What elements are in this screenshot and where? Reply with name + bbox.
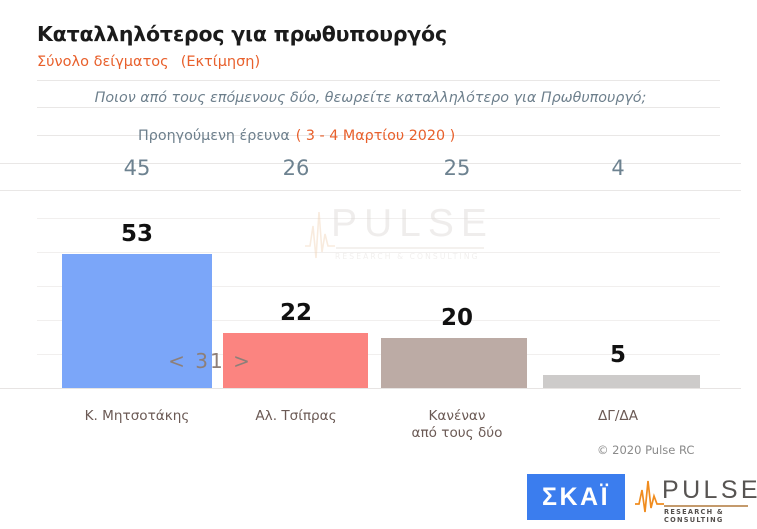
bar[interactable] (223, 333, 368, 388)
bar-value-label: 5 (609, 342, 626, 368)
previous-value: 4 (611, 156, 625, 180)
previous-survey-text: Προηγούμενη έρευνα (138, 128, 290, 144)
watermark-tagline: RESEARCH & CONSULTING (335, 252, 480, 261)
pulse-logo-rule (664, 505, 748, 507)
skai-logo: ΣΚΑΪ (527, 474, 625, 520)
divider-1 (37, 80, 720, 81)
subtitle-sample: Σύνολο δείγματος (37, 54, 169, 70)
watermark-rule (336, 247, 484, 249)
previous-value: 45 (123, 156, 151, 180)
pulse-logo: PULSE RESEARCH & CONSULTING (634, 474, 757, 524)
category-label: Αλ. Τσίπρας (211, 408, 381, 425)
pulse-wave-icon (305, 211, 335, 259)
category-label-line: ΔΓ/ΔΑ (597, 408, 639, 424)
previous-value: 26 (282, 156, 310, 180)
subtitle-estimate: (Εκτίμηση) (180, 54, 261, 70)
pulse-logo-text: PULSE (662, 476, 757, 504)
skai-logo-text: ΣΚΑΪ (541, 482, 611, 511)
gridline (37, 286, 720, 287)
delta-annotation: < 31 > (168, 349, 252, 373)
bar-value-label: 53 (120, 221, 153, 247)
gridline (37, 252, 720, 253)
pulse-watermark: PULSE RESEARCH & CONSULTING (303, 200, 488, 272)
category-label-line: Αλ. Τσίπρας (255, 408, 337, 424)
survey-question: Ποιον από τους επόμενους δύο, θεωρείτε κ… (94, 90, 647, 106)
divider-2 (37, 107, 720, 108)
divider-3 (37, 135, 720, 136)
copyright-text: © 2020 Pulse RC (597, 443, 695, 457)
category-label-line: Κ. Μητσοτάκης (84, 408, 190, 424)
bar[interactable] (381, 338, 527, 388)
bar[interactable] (62, 254, 212, 388)
bar-value-label: 20 (440, 305, 473, 331)
pulse-logo-tagline: RESEARCH & CONSULTING (664, 508, 724, 524)
previous-survey-label: Προηγούμενη έρευνα ( 3 - 4 Μαρτίου 2020 ) (138, 128, 455, 144)
gridline (37, 320, 720, 321)
bar[interactable] (543, 375, 700, 388)
gridline (37, 218, 720, 219)
category-label: ΔΓ/ΔΑ (533, 408, 703, 425)
divider-4 (0, 163, 741, 164)
category-label: Κ. Μητσοτάκης (52, 408, 222, 425)
page-subtitle: Σύνολο δείγματος (Εκτίμηση) (37, 54, 260, 70)
gridline (37, 354, 720, 355)
category-label: Κανέναν από τους δύο (372, 408, 542, 442)
previous-value: 25 (443, 156, 471, 180)
watermark-name: PULSE (331, 202, 494, 245)
page-title: Καταλληλότερος για πρωθυπουργός (37, 22, 447, 46)
category-label-line: από τους δύο (411, 425, 503, 441)
bar-value-label: 22 (279, 300, 312, 326)
previous-survey-date: ( 3 - 4 Μαρτίου 2020 ) (295, 128, 456, 144)
pulse-wave-icon (635, 480, 664, 513)
category-label-line: Κανέναν (428, 408, 486, 424)
divider-5 (0, 190, 741, 191)
chart-baseline (0, 388, 741, 389)
